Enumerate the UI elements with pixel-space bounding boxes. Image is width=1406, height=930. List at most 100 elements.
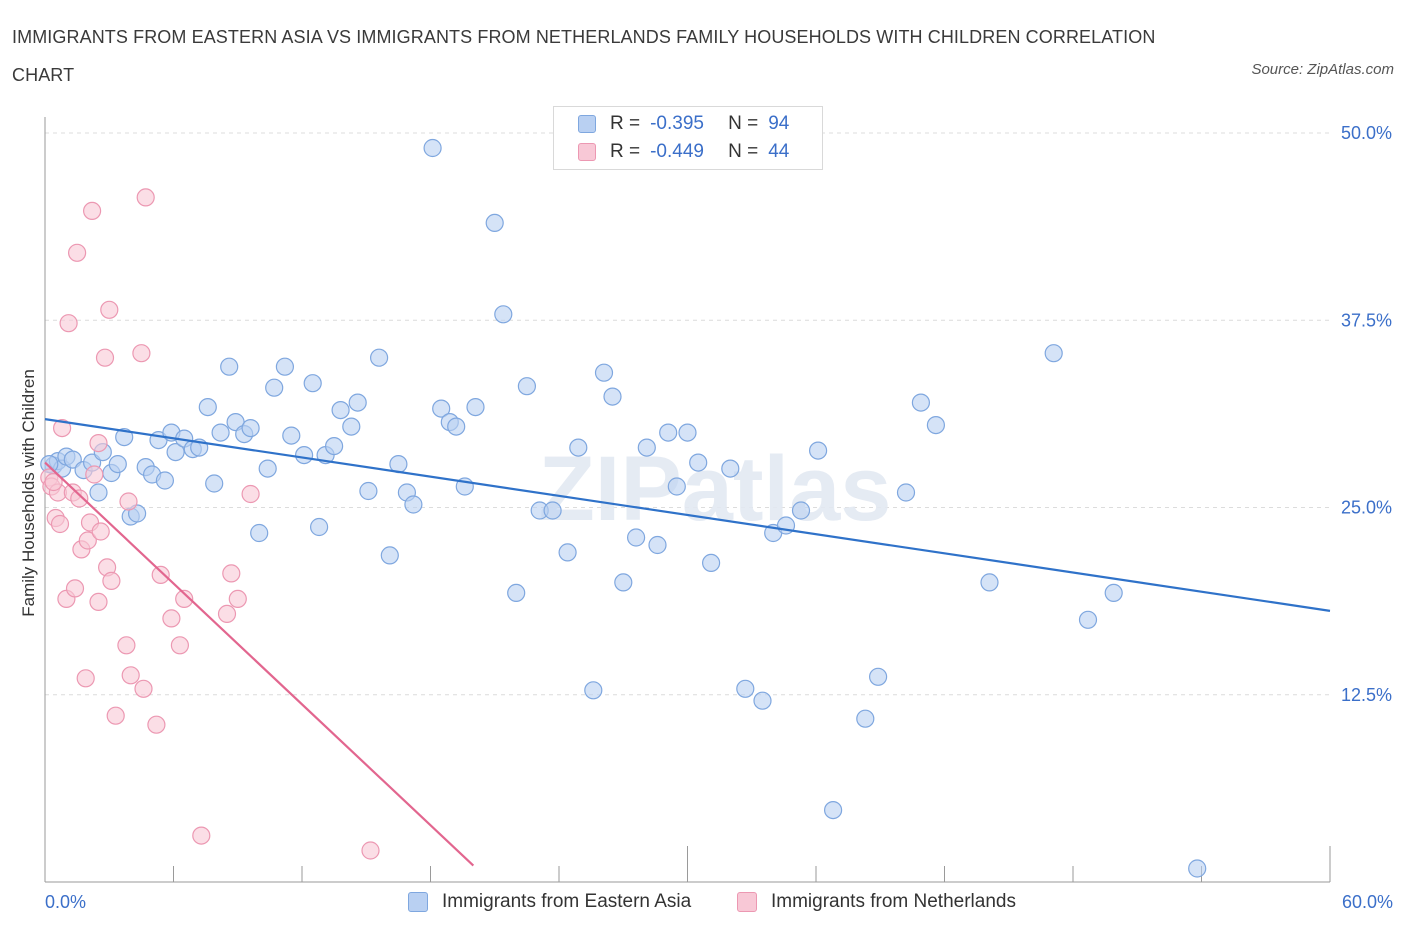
pink-swatch [578, 143, 596, 161]
netherlands-point [89, 434, 108, 453]
netherlands-point [65, 579, 85, 598]
eastern-asia-point [517, 377, 537, 396]
legend-label: Immigrants from Eastern Asia [442, 891, 692, 912]
y-axis-label: Family Households with Children [19, 369, 38, 617]
netherlands-point [95, 348, 115, 367]
r-value: -0.449 [650, 141, 704, 162]
eastern-asia-point [211, 423, 230, 442]
legend-label: Immigrants from Netherlands [771, 891, 1016, 912]
netherlands-points [40, 188, 380, 860]
netherlands-point [222, 564, 241, 583]
y-tick-label: 25.0% [1341, 498, 1392, 518]
eastern-asia-point [1188, 859, 1207, 878]
netherlands-point [106, 706, 125, 725]
legend-row-blue: R = -0.395 N = 94 [578, 111, 789, 137]
n-value: 94 [768, 113, 790, 134]
eastern-asia-point [701, 553, 721, 573]
r-label: R = [610, 141, 641, 162]
eastern-asia-point [980, 573, 999, 592]
legend-item-netherlands: Immigrants from Netherlands [737, 889, 1016, 915]
eastern-asia-point [370, 348, 389, 367]
netherlands-trend-line [44, 461, 475, 867]
eastern-asia-point [282, 426, 301, 445]
n-value: 44 [768, 141, 790, 162]
netherlands-point [50, 514, 70, 534]
watermark: ZIPatlas [539, 438, 892, 540]
eastern-asia-point [348, 393, 367, 412]
eastern-asia-point [198, 398, 217, 417]
eastern-asia-point [342, 417, 361, 436]
eastern-asia-point [507, 583, 526, 603]
eastern-asia-point [241, 419, 260, 438]
eastern-asia-point [325, 437, 344, 456]
eastern-asia-point [678, 423, 697, 442]
eastern-asia-point [868, 667, 888, 686]
eastern-asia-point [603, 387, 622, 406]
eastern-asia-point [166, 443, 185, 462]
eastern-asia-point [115, 428, 134, 447]
y-tick-label: 12.5% [1341, 685, 1392, 705]
netherlands-point [52, 419, 72, 438]
netherlands-point [136, 188, 155, 207]
netherlands-point [151, 565, 170, 585]
eastern-asia-point [614, 573, 633, 592]
eastern-asia-point [485, 213, 504, 232]
netherlands-point [121, 666, 140, 685]
eastern-asia-point [721, 459, 740, 478]
eastern-asia-point [637, 438, 656, 457]
x-tick-label: 0.0% [45, 892, 86, 912]
eastern-asia-point [108, 455, 127, 474]
eastern-asia-point [359, 481, 378, 501]
stats-legend: R = -0.395 N = 94 R = -0.449 N = 44 [553, 106, 823, 170]
netherlands-point [59, 314, 78, 333]
n-label: N = [728, 141, 759, 162]
netherlands-point [82, 201, 102, 220]
eastern-asia-point [155, 471, 174, 490]
eastern-asia-point [558, 543, 577, 562]
netherlands-point [192, 826, 211, 845]
netherlands-point [175, 589, 194, 609]
netherlands-point [85, 465, 104, 484]
eastern-asia-point [466, 398, 485, 417]
eastern-asia-point [689, 453, 708, 472]
netherlands-point [228, 589, 247, 609]
pink-swatch [737, 892, 757, 912]
netherlands-point [67, 243, 87, 262]
y-tick-label: 37.5% [1341, 310, 1392, 330]
eastern-asia-point [791, 501, 811, 520]
tick-labels: 12.5% 25.0% 37.5% 50.0% 0.0% 60.0% [45, 123, 1393, 912]
eastern-asia-point [1044, 344, 1063, 363]
legend-item-eastern-asia: Immigrants from Eastern Asia [408, 889, 691, 915]
eastern-asia-point [753, 691, 772, 710]
y-tick-label: 50.0% [1341, 123, 1392, 143]
eastern-asia-point [896, 483, 916, 502]
eastern-asia-point [220, 357, 239, 376]
eastern-asia-point [310, 517, 329, 537]
eastern-asia-point [543, 501, 562, 520]
eastern-asia-point [667, 477, 686, 496]
axes [44, 117, 1331, 883]
eastern-asia-point [423, 138, 442, 158]
trend-lines [44, 418, 1331, 867]
eastern-asia-point [594, 363, 614, 382]
eastern-asia-point [648, 535, 667, 555]
netherlands-point [217, 604, 237, 624]
netherlands-point [134, 679, 153, 698]
eastern-asia-point [911, 393, 931, 412]
eastern-asia-point [569, 438, 588, 457]
eastern-asia-point [258, 459, 277, 478]
netherlands-point [78, 531, 97, 550]
eastern-asia-point [275, 357, 294, 376]
netherlands-point [44, 472, 63, 492]
netherlands-point [241, 484, 260, 504]
chart-title: IMMIGRANTS FROM EASTERN ASIA VS IMMIGRAN… [12, 27, 1156, 85]
x-tick-label: 60.0% [1342, 892, 1393, 912]
blue-swatch [578, 115, 596, 133]
netherlands-point [361, 841, 380, 860]
eastern-asia-point [303, 374, 322, 393]
r-label: R = [610, 113, 641, 134]
netherlands-point [119, 492, 138, 511]
netherlands-point [162, 609, 181, 628]
eastern-asia-point [856, 709, 875, 728]
